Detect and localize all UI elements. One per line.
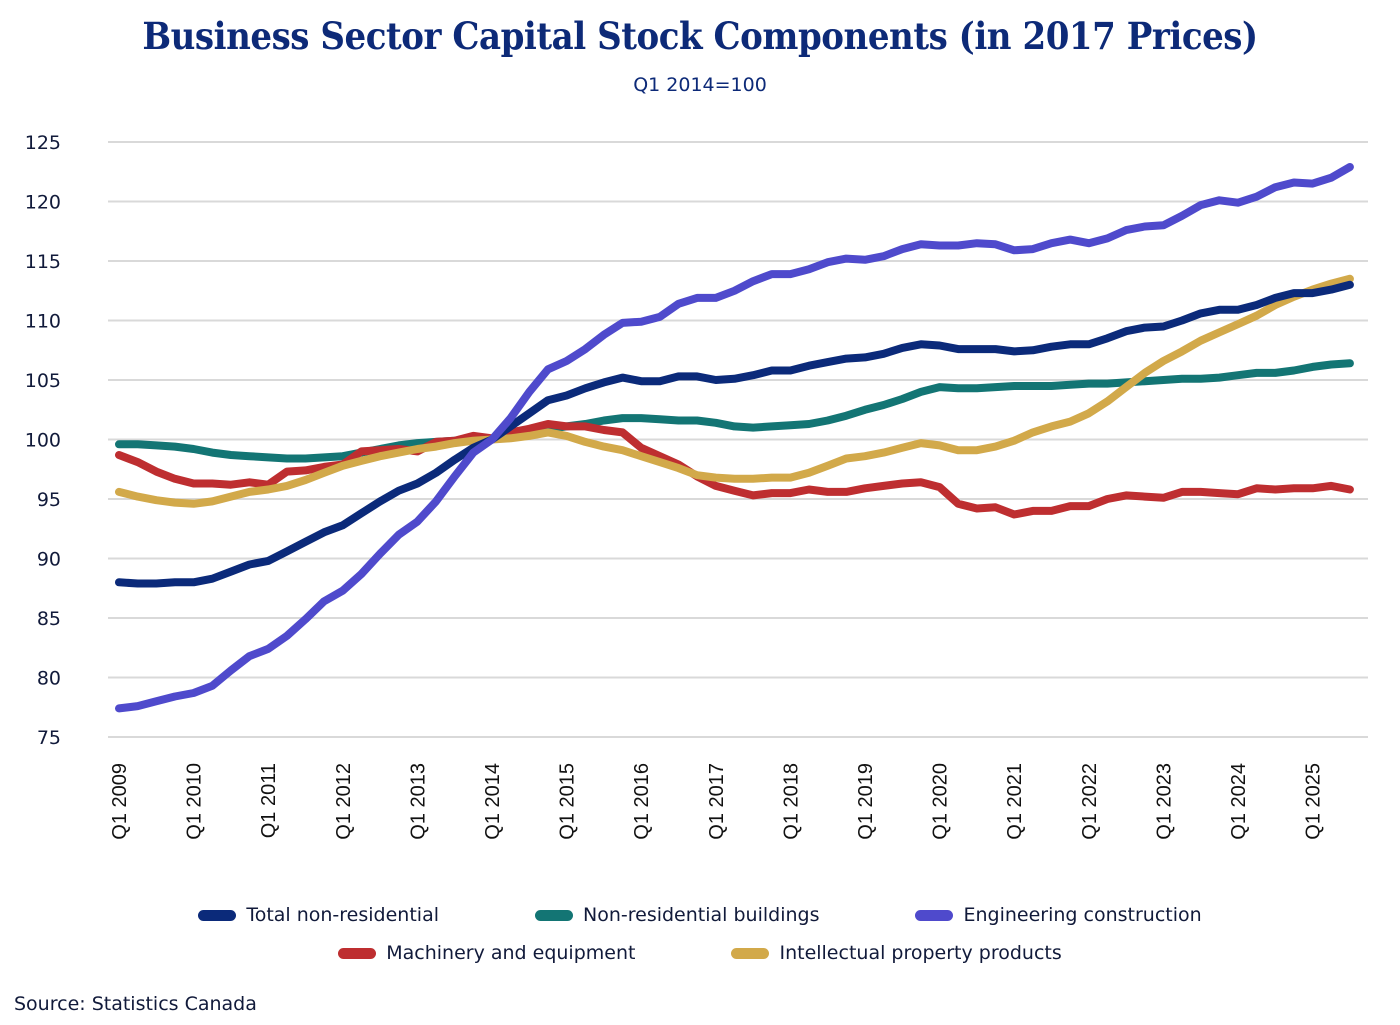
source-note: Source: Statistics Canada	[14, 993, 257, 1015]
y-tick-label: 115	[25, 251, 61, 273]
y-axis-ticks: 125 120 115 110 105 100 95 90 85 80 75	[25, 132, 61, 749]
y-tick-label: 90	[37, 549, 61, 571]
y-tick-label: 120	[25, 192, 61, 214]
x-tick-label: Q1 2023	[1153, 763, 1175, 840]
series-line-non-residential-buildings	[115, 359, 1354, 463]
legend-label: Machinery and equipment	[386, 942, 636, 964]
x-tick-label: Q1 2012	[333, 763, 355, 840]
series-line-machinery-and-equipment	[115, 420, 1354, 519]
legend-item-engineering-construction: Engineering construction	[915, 904, 1202, 926]
x-tick-label: Q1 2011	[258, 763, 280, 838]
chart-subtitle: Q1 2014=100	[633, 74, 767, 96]
y-tick-label: 85	[37, 608, 61, 630]
x-tick-label: Q1 2021	[1004, 763, 1026, 840]
y-tick-label: 80	[37, 668, 61, 690]
legend-item-machinery-and-equipment: Machinery and equipment	[338, 942, 635, 964]
legend-swatch-machinery-and-equipment	[338, 947, 377, 959]
legend-item-total-non-residential: Total non-residential	[198, 904, 439, 926]
x-tick-label: Q1 2013	[407, 763, 429, 840]
legend-row-2: Machinery and equipment Intellectual pro…	[0, 934, 1400, 972]
series-line-intellectual-property-products	[115, 274, 1354, 508]
legend-item-intellectual-property-products: Intellectual property products	[731, 942, 1062, 964]
legend-swatch-total-non-residential	[198, 909, 237, 921]
x-tick-label: Q1 2016	[631, 763, 653, 840]
x-axis-ticks: Q1 2009 Q1 2010 Q1 2011 Q1 2012 Q1 2013 Q1 20…	[109, 763, 1325, 840]
series-line-engineering-construction	[115, 163, 1354, 713]
y-tick-label: 95	[37, 489, 61, 511]
x-tick-label: Q1 2009	[109, 763, 131, 840]
legend-label: Total non-residential	[246, 904, 439, 926]
x-tick-label: Q1 2024	[1228, 763, 1250, 840]
legend-swatch-intellectual-property-products	[731, 947, 770, 959]
legend-label: Engineering construction	[963, 904, 1202, 926]
series-lines	[115, 163, 1354, 713]
x-tick-label: Q1 2018	[780, 763, 802, 840]
legend-swatch-non-residential-buildings	[535, 909, 573, 921]
gridlines	[108, 141, 1368, 738]
series-line-total-non-residential	[115, 280, 1354, 588]
legend-swatch-engineering-construction	[915, 909, 954, 921]
legend-item-non-residential-buildings: Non-residential buildings	[535, 904, 819, 926]
y-tick-label: 105	[25, 370, 61, 392]
x-tick-label: Q1 2010	[184, 763, 206, 840]
x-tick-label: Q1 2017	[706, 763, 728, 840]
x-tick-label: Q1 2014	[482, 763, 504, 840]
x-tick-label: Q1 2020	[930, 763, 952, 840]
y-tick-label: 100	[25, 430, 61, 452]
legend-label: Intellectual property products	[779, 942, 1062, 964]
x-tick-label: Q1 2019	[855, 763, 877, 840]
legend-row-1: Total non-residential Non-residential bu…	[0, 896, 1400, 934]
x-tick-label: Q1 2015	[557, 763, 579, 840]
y-tick-label: 125	[25, 132, 61, 154]
y-tick-label: 75	[37, 727, 61, 749]
x-tick-label: Q1 2022	[1079, 763, 1101, 840]
legend-label: Non-residential buildings	[583, 904, 820, 926]
chart-title: Business Sector Capital Stock Components…	[142, 14, 1258, 58]
legend: Total non-residential Non-residential bu…	[0, 896, 1400, 972]
x-tick-label: Q1 2025	[1303, 763, 1325, 840]
y-tick-label: 110	[25, 311, 61, 333]
